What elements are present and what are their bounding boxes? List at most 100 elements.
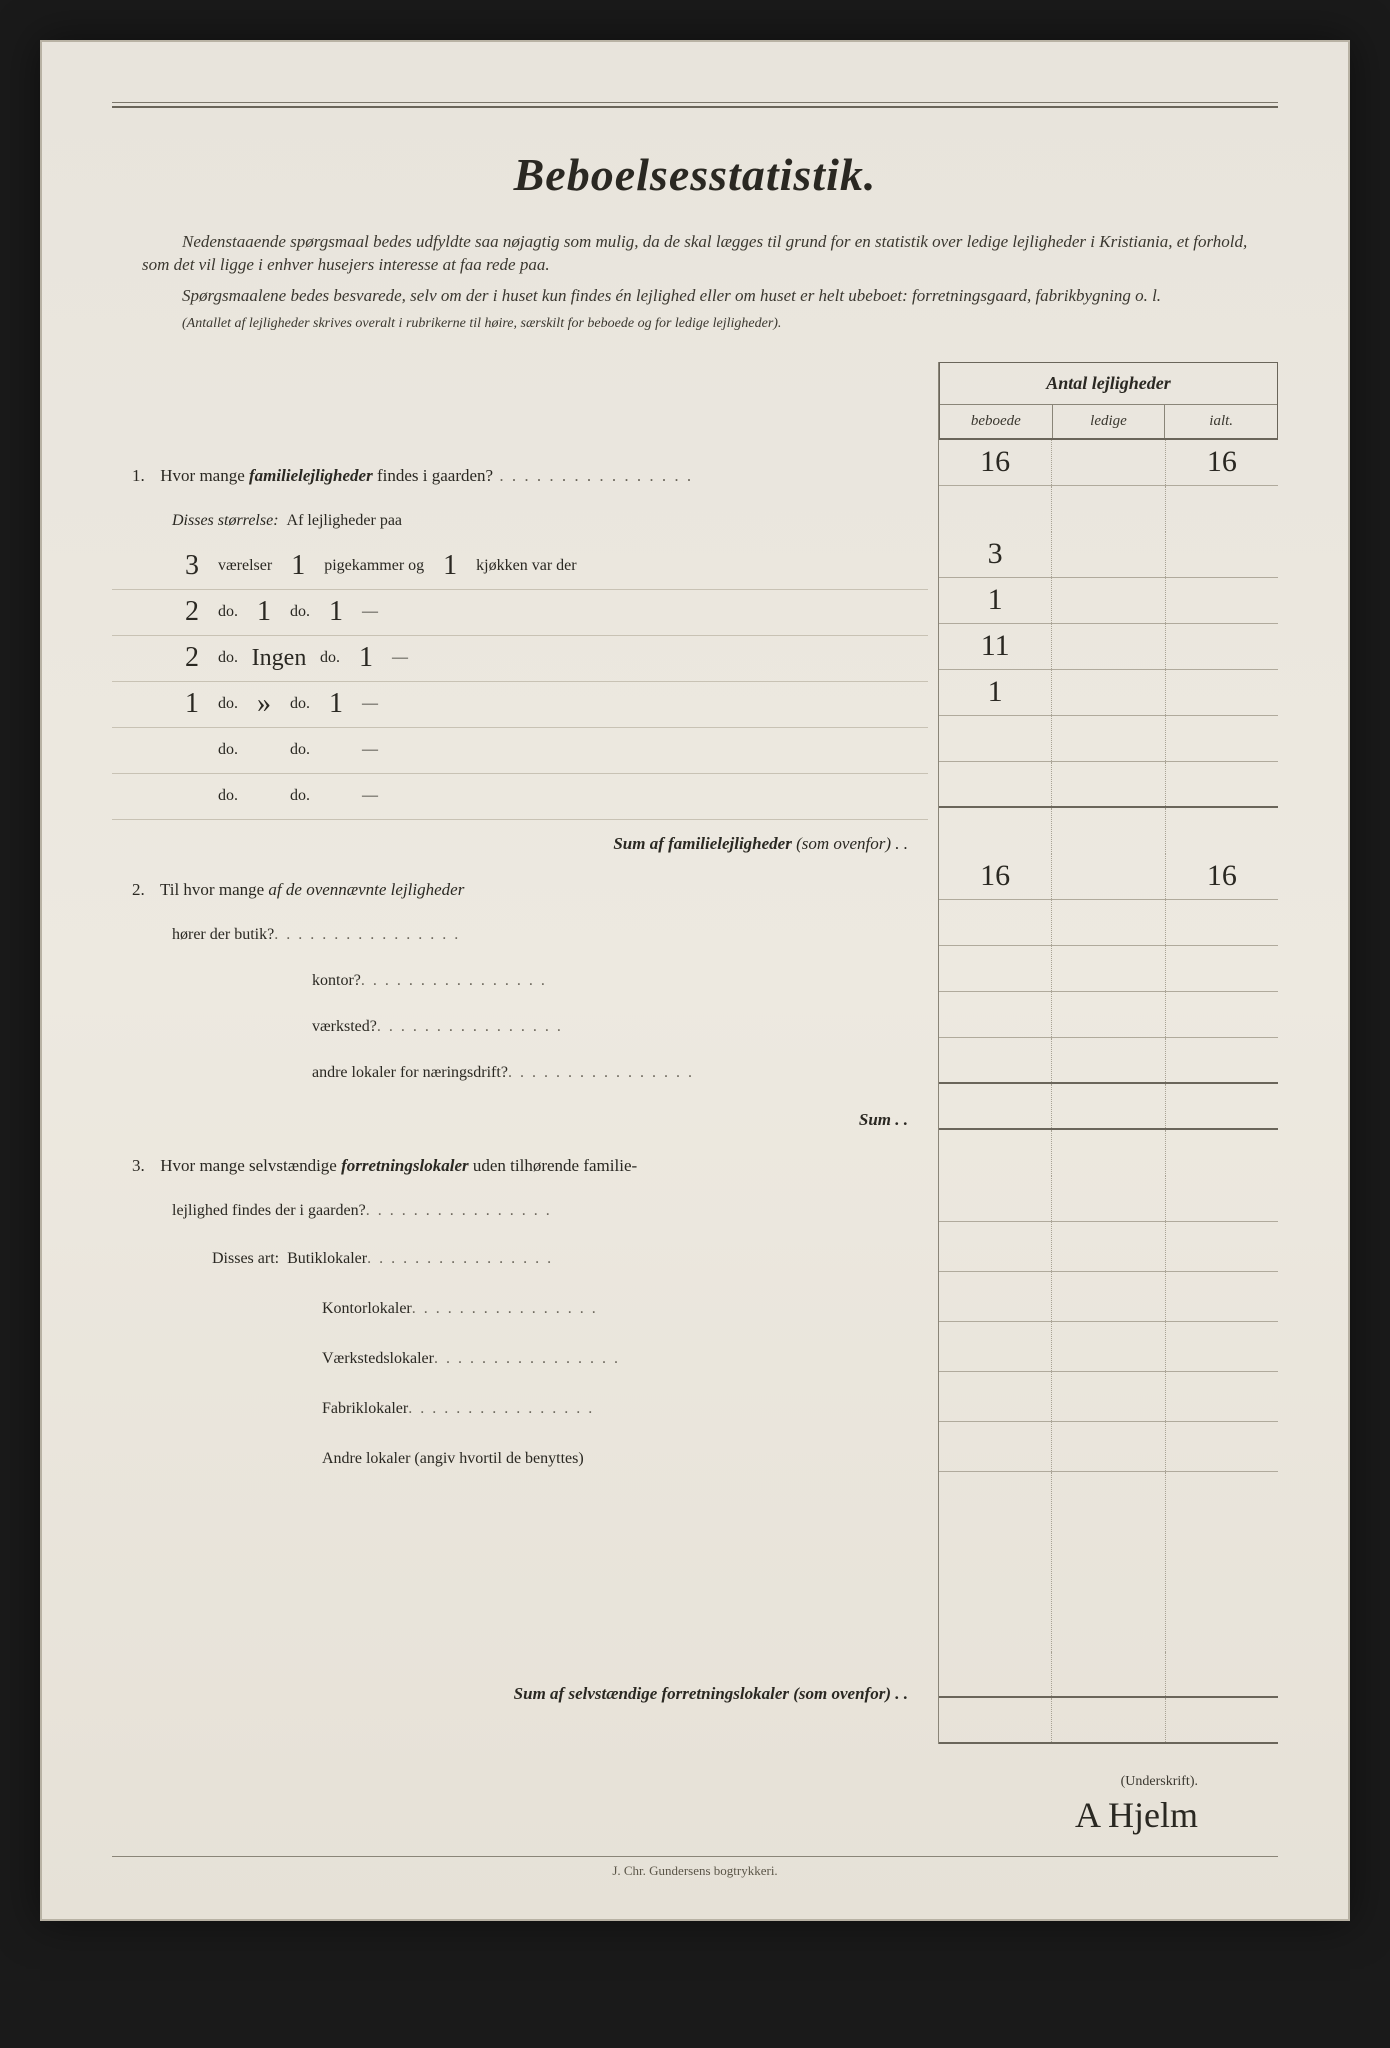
lbl-p-3: do. (290, 695, 310, 713)
hw-p-3: » (244, 688, 284, 720)
q1-total-ledige (1052, 440, 1165, 485)
data-row-0: 3 (939, 532, 1278, 578)
table-header-title: Antal lejligheder (940, 363, 1277, 405)
q2-number: 2. (132, 880, 156, 900)
q2-r1 (939, 946, 1278, 992)
lbl-p-0: pigekammer og (324, 557, 424, 575)
signature-area: (Underskrift). A Hjelm (112, 1774, 1278, 1836)
q1-text-c: findes i gaarden? (373, 466, 493, 485)
data-row-4 (939, 716, 1278, 762)
sum-line-3: Sum af selvstændige forretningslokaler (… (112, 1664, 928, 1724)
r4-ialt (1166, 716, 1278, 761)
q3-tall-spacer (939, 1472, 1278, 1652)
q2-total-ialt: 16 (1166, 854, 1278, 899)
lbl-k-5: — (362, 787, 378, 805)
q3-text-b: forretningslokaler (341, 1156, 469, 1175)
questions-column: 1. Hvor mange familielejligheder findes … (112, 362, 938, 1744)
detail-row-1: 2 do. 1 do. 1 — (112, 590, 928, 636)
hw-v-3: 1 (172, 688, 212, 720)
data-row-5 (939, 762, 1278, 808)
q2-line-3: andre lokaler for næringsdrift? (112, 1050, 928, 1096)
q3-line2: lejlighed findes der i gaarden? (112, 1188, 928, 1234)
data-row-2: 11 (939, 624, 1278, 670)
q3-sub-label: Disses art: (212, 1250, 279, 1268)
lbl-p-5: do. (290, 787, 310, 805)
q3-line-2-row: Værkstedslokaler (112, 1334, 928, 1384)
lbl-p-4: do. (290, 741, 310, 759)
hw-k-0: 1 (430, 550, 470, 582)
q2-r3 (939, 1038, 1278, 1084)
q2-sum-row (939, 1084, 1278, 1130)
r3-ledige (1052, 670, 1165, 715)
sum-line-1: Sum af familielejligheder (som ovenfor) … (112, 820, 928, 868)
lbl-v-5: do. (218, 787, 238, 805)
r2-beboede: 11 (939, 624, 1052, 669)
lbl-v-2: do. (218, 649, 238, 667)
hw-k-2: 1 (346, 642, 386, 674)
q3-r2 (939, 1322, 1278, 1372)
q1-number: 1. (132, 466, 156, 486)
hw-p-1: 1 (244, 596, 284, 628)
lbl-p-1: do. (290, 603, 310, 621)
lbl-k-3: — (362, 695, 378, 713)
r5-beboede (939, 762, 1052, 806)
q3-line-1-row: Kontorlokaler (112, 1284, 928, 1334)
q2-line-0: hører der butik? (112, 912, 928, 958)
detail-row-0: 3 værelser 1 pigekammer og 1 kjøkken var… (112, 544, 928, 590)
sum1-b: (som ovenfor) . . (792, 834, 908, 853)
q2-line-1-text: kontor? (312, 972, 361, 990)
q3-text-a: Hvor mange selvstændige (160, 1156, 341, 1175)
q3-number: 3. (132, 1156, 156, 1176)
question-2: 2. Til hvor mange af de ovennævnte lejli… (112, 868, 928, 912)
document-page: Beboelsesstatistik. Nedenstaaende spørgs… (40, 40, 1350, 1921)
rule-top-2 (112, 106, 1278, 108)
q2-total-ledige (1052, 854, 1165, 899)
detail-row-4: do. do. — (112, 728, 928, 774)
detail-row-3: 1 do. » do. 1 — (112, 682, 928, 728)
q3-line-3: Fabriklokaler (322, 1400, 408, 1418)
rule-top-1 (112, 102, 1278, 103)
r5-ialt (1166, 762, 1278, 806)
content-area: 1. Hvor mange familielejligheder findes … (112, 362, 1278, 1744)
r1-ledige (1052, 578, 1165, 623)
detail-row-5: do. do. — (112, 774, 928, 820)
q3-spacer-a (939, 1130, 1278, 1176)
r3-ialt (1166, 670, 1278, 715)
r0-ledige (1052, 532, 1165, 577)
q3-line-2: Værkstedslokaler (322, 1350, 434, 1368)
q3-line-3-row: Fabriklokaler (112, 1384, 928, 1434)
hw-v-0: 3 (172, 550, 212, 582)
question-3: 3. Hvor mange selvstændige forretningslo… (112, 1144, 928, 1188)
signature-value: A Hjelm (112, 1794, 1198, 1836)
q3-r4 (939, 1422, 1278, 1472)
lbl-v-3: do. (218, 695, 238, 713)
hw-p-0: 1 (278, 550, 318, 582)
r2-ialt (1166, 624, 1278, 669)
q3-line2-text: lejlighed findes der i gaarden? (172, 1202, 366, 1220)
q2-text-a: Til hvor mange (160, 880, 268, 899)
question-1: 1. Hvor mange familielejligheder findes … (112, 454, 928, 498)
intro-paragraph-1: Nedenstaaende spørgsmaal bedes udfyldte … (142, 231, 1248, 277)
q2-line-1: kontor? (112, 958, 928, 1004)
q3-r3 (939, 1372, 1278, 1422)
r1-ialt (1166, 578, 1278, 623)
q3-sum-row-top (939, 1652, 1278, 1698)
sum2-text: Sum . . (859, 1110, 908, 1129)
q1-total-row: 16 16 (939, 440, 1278, 486)
lbl-v-1: do. (218, 603, 238, 621)
r1-beboede: 1 (939, 578, 1052, 623)
document-title: Beboelsesstatistik. (112, 148, 1278, 201)
q1-sub-b: Af lejligheder paa (287, 512, 403, 530)
intro-paragraph-2: Spørgsmaalene bedes besvarede, selv om d… (142, 285, 1248, 308)
lbl-v-4: do. (218, 741, 238, 759)
q1-text-a: Hvor mange (160, 466, 249, 485)
q3-line-0: Butiklokaler (287, 1250, 367, 1268)
q1-total-ialt: 16 (1166, 440, 1278, 485)
lbl-k-0: kjøkken var der (476, 557, 576, 575)
q3-line-4: Andre lokaler (angiv hvortil de benyttes… (322, 1450, 584, 1468)
hw-v-1: 2 (172, 596, 212, 628)
sum1-a: Sum af familielejligheder (613, 834, 792, 853)
hw-p-2: Ingen (244, 645, 314, 672)
signature-label: (Underskrift). (112, 1774, 1198, 1790)
q3-text-c: uden tilhørende familie- (469, 1156, 638, 1175)
